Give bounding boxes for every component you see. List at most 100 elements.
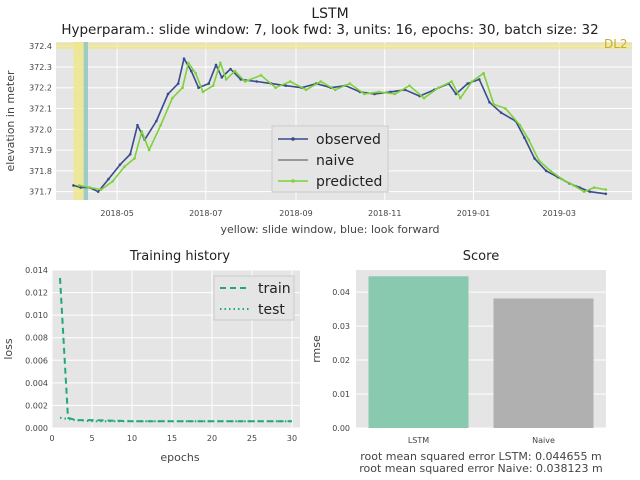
history-y-tick-label: 0.004 [25, 379, 48, 388]
training-history-x-ticks: 0 5 10 15 20 25 30 [49, 434, 297, 443]
history-x-tick-label: 25 [247, 434, 257, 443]
predicted-point [408, 84, 411, 87]
elevation-window-bands [56, 42, 632, 200]
training-history-x-label: epochs [160, 451, 199, 464]
predicted-point [88, 186, 91, 189]
elevation-y-tick-label: 372.4 [29, 42, 52, 51]
history-y-tick-label: 0.010 [25, 311, 48, 320]
legend-marker-predicted [291, 179, 295, 183]
history-y-tick-label: 0.014 [25, 266, 48, 275]
observed-point [466, 82, 469, 85]
predicted-point [504, 107, 507, 110]
predicted-point [450, 80, 453, 83]
history-y-tick-label: 0.000 [25, 424, 48, 433]
score-x-ticks: LSTM Naive [408, 436, 555, 445]
figure-title: LSTM [311, 6, 348, 22]
predicted-point [518, 123, 522, 127]
score-bars [368, 276, 594, 428]
elevation-y-tick-label: 371.7 [29, 188, 52, 197]
history-y-tick-label: 0.006 [25, 356, 48, 365]
predicted-point [527, 138, 531, 142]
slide-window-band [73, 42, 84, 200]
predicted-point [582, 190, 586, 193]
training-history-y-ticks: 0.000 0.002 0.004 0.006 0.008 0.010 0.012 0.014 [25, 266, 48, 433]
score-annotation-lstm: root mean squared error LSTM: 0.044655 m [360, 450, 602, 463]
observed-point [488, 100, 491, 104]
score-x-tick-label: LSTM [408, 436, 429, 445]
observed-point [155, 119, 158, 123]
score-bar-lstm [368, 276, 469, 428]
observed-point [255, 80, 259, 83]
observed-point [477, 78, 481, 81]
score-y-tick-label: 0.04 [332, 288, 350, 297]
predicted-point [604, 188, 608, 191]
predicted-point [99, 188, 103, 191]
elevation-y-ticks: 371.7 371.8 371.9 372.0 372.1 372.2 372.3 372.4 [29, 42, 52, 197]
predicted-point [470, 80, 474, 83]
score-y-tick-label: 0.03 [332, 322, 350, 331]
observed-point [136, 123, 139, 127]
history-x-tick-label: 30 [287, 434, 297, 443]
observed-point [166, 92, 170, 96]
observed-point [499, 111, 503, 114]
predicted-point [211, 84, 215, 87]
history-x-tick-label: 10 [127, 434, 137, 443]
elevation-x-tick-label: 2019-01 [457, 209, 490, 218]
observed-point [454, 92, 458, 96]
observed-point [96, 190, 100, 193]
predicted-point [348, 82, 352, 85]
elevation-x-label: yellow: slide window, blue: look forward [220, 223, 439, 236]
training-history-legend-box [213, 275, 295, 321]
observed-point [604, 192, 608, 196]
observed-point [107, 177, 110, 181]
observed-point [523, 136, 526, 139]
threshold-label: DL2 [604, 37, 628, 51]
score-y-ticks: 0.00 0.01 0.02 0.03 0.04 [332, 288, 350, 433]
predicted-point [159, 123, 163, 127]
observed-point [176, 82, 180, 85]
score-y-tick-label: 0.01 [332, 390, 350, 399]
training-history-chart: Training history 0.0000.0020.0040.0060.0… [2, 249, 300, 464]
observed-point [214, 63, 218, 67]
legend-label-observed: observed [316, 132, 381, 148]
predicted-point [147, 148, 151, 152]
predicted-point [243, 80, 247, 83]
look-forward-band [83, 42, 88, 200]
score-title: Score [463, 249, 499, 264]
score-y-tick-label: 0.02 [332, 356, 350, 365]
observed-point [182, 57, 186, 60]
predicted-point [194, 71, 197, 75]
predicted-point [482, 71, 485, 75]
history-x-tick-label: 0 [49, 434, 54, 443]
predicted-point [572, 184, 576, 187]
observed-point [189, 69, 193, 73]
predicted-point [377, 90, 381, 94]
predicted-point [171, 96, 174, 100]
test-loss-line [59, 416, 292, 423]
predicted-point [437, 86, 440, 90]
legend-label-predicted: predicted [316, 174, 382, 190]
score-chart: Score 0.00 0.01 0.02 0.03 0.04 LSTM Naive rms… [310, 249, 606, 475]
elevation-y-label: elevation in meter [4, 70, 17, 171]
predicted-point [549, 169, 552, 173]
predicted-point [259, 73, 263, 77]
elevation-y-tick-label: 372.3 [29, 63, 52, 72]
observed-point [229, 67, 232, 71]
predicted-point [363, 92, 366, 96]
history-y-tick-label: 0.008 [25, 334, 48, 343]
observed-point [284, 84, 288, 87]
history-y-tick-label: 0.012 [25, 289, 48, 298]
history-x-tick-label: 20 [207, 434, 217, 443]
predicted-point [181, 86, 184, 90]
observed-point [118, 163, 122, 166]
observed-point [72, 184, 75, 187]
elevation-x-tick-label: 2018-09 [279, 209, 312, 218]
elevation-y-tick-label: 371.8 [29, 167, 52, 176]
elevation-x-ticks: 2018-05 2018-07 2018-09 2018-11 2019-01 2019-… [100, 209, 576, 218]
elevation-y-tick-label: 372.1 [29, 105, 52, 114]
legend-label-naive: naive [316, 153, 354, 169]
score-x-tick-label: Naive [532, 436, 555, 445]
elevation-x-tick-label: 2019-03 [543, 209, 576, 218]
predicted-point [492, 103, 496, 106]
